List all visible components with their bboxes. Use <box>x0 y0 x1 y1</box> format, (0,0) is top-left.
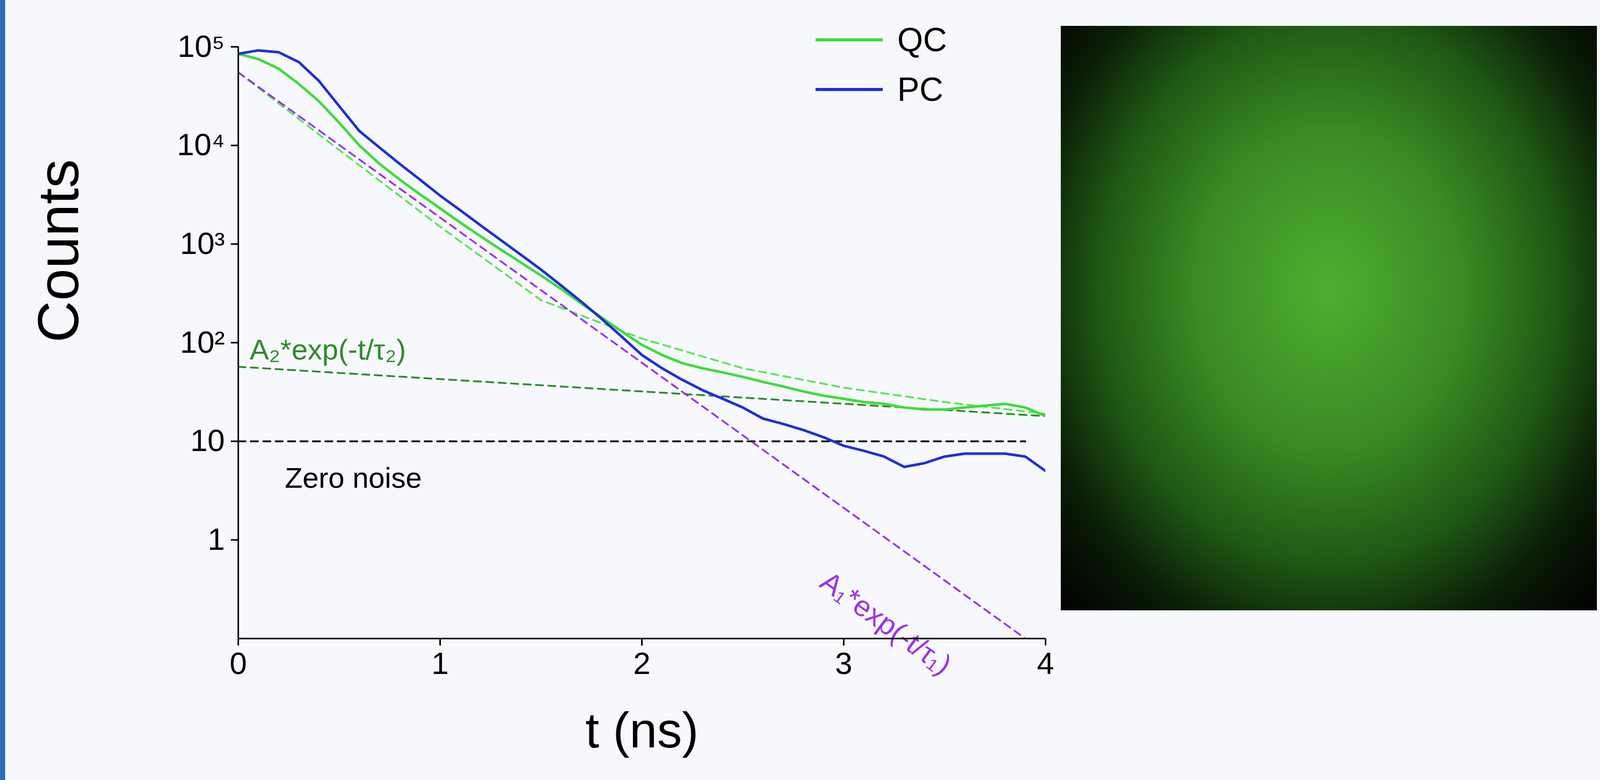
svg-text:1: 1 <box>207 522 225 557</box>
svg-text:0: 0 <box>229 646 247 681</box>
svg-text:10³: 10³ <box>180 226 226 261</box>
html-text:PC: PC <box>897 70 944 109</box>
svg-text:1: 1 <box>431 646 449 681</box>
html-text:QC: QC <box>897 21 947 59</box>
svg-text:4: 4 <box>1036 646 1055 681</box>
svg-text:A₁*exp(-t/τ₁): A₁*exp(-t/τ₁) <box>814 565 958 682</box>
svg-text:10²: 10² <box>180 324 226 360</box>
svg-text:t (ns): t (ns) <box>585 702 699 759</box>
svg-text:3: 3 <box>835 646 853 681</box>
svg-text:10⁵: 10⁵ <box>177 28 226 64</box>
svg-text:Counts: Counts <box>25 159 91 344</box>
svg-text:Zero noise: Zero noise <box>285 461 423 495</box>
svg-text:2: 2 <box>633 646 651 681</box>
svg-text:10⁴: 10⁴ <box>176 127 226 162</box>
svg-text:10: 10 <box>190 423 226 458</box>
svg-text:A₂*exp(-t/τ₂): A₂*exp(-t/τ₂) <box>249 333 407 366</box>
